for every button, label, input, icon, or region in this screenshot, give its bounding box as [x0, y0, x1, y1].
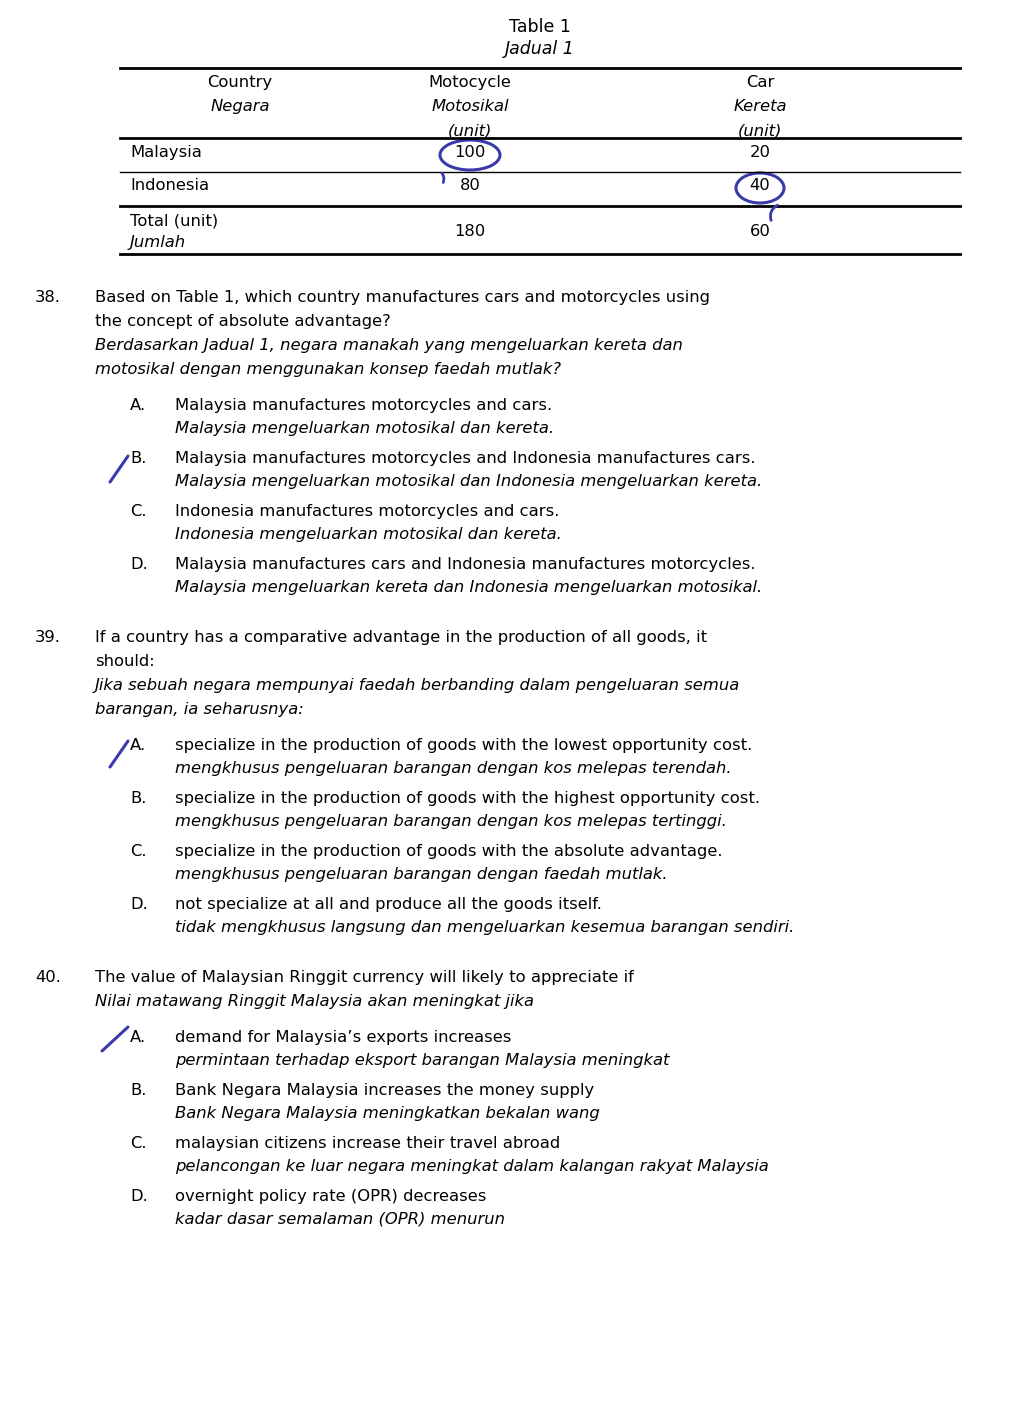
Text: A.: A. — [130, 738, 146, 754]
Text: D.: D. — [130, 557, 147, 572]
Text: Malaysia manufactures cars and Indonesia manufactures motorcycles.: Malaysia manufactures cars and Indonesia… — [175, 557, 756, 572]
Text: motosikal dengan menggunakan konsep faedah mutlak?: motosikal dengan menggunakan konsep faed… — [95, 363, 561, 377]
Text: Jumlah: Jumlah — [130, 235, 186, 250]
Text: demand for Malaysia’s exports increases: demand for Malaysia’s exports increases — [175, 1030, 512, 1045]
Text: Bank Negara Malaysia increases the money supply: Bank Negara Malaysia increases the money… — [175, 1084, 594, 1098]
Text: B.: B. — [130, 451, 146, 466]
Text: specialize in the production of goods with the lowest opportunity cost.: specialize in the production of goods wi… — [175, 738, 753, 754]
Text: Jadual 1: Jadual 1 — [505, 40, 575, 58]
Text: mengkhusus pengeluaran barangan dengan faedah mutlak.: mengkhusus pengeluaran barangan dengan f… — [175, 867, 667, 882]
Text: should:: should: — [95, 654, 155, 668]
Text: 38.: 38. — [35, 290, 61, 304]
Text: Based on Table 1, which country manufactures cars and motorcycles using: Based on Table 1, which country manufact… — [95, 290, 710, 304]
Text: Total (unit): Total (unit) — [130, 213, 219, 228]
Text: 40.: 40. — [35, 970, 61, 985]
Text: If a country has a comparative advantage in the production of all goods, it: If a country has a comparative advantage… — [95, 630, 707, 646]
Text: Indonesia manufactures motorcycles and cars.: Indonesia manufactures motorcycles and c… — [175, 503, 559, 519]
Text: overnight policy rate (OPR) decreases: overnight policy rate (OPR) decreases — [175, 1189, 486, 1204]
Text: Bank Negara Malaysia meningkatkan bekalan wang: Bank Negara Malaysia meningkatkan bekala… — [175, 1106, 600, 1121]
Text: Malaysia manufactures motorcycles and Indonesia manufactures cars.: Malaysia manufactures motorcycles and In… — [175, 451, 756, 466]
Text: A.: A. — [130, 1030, 146, 1045]
Text: specialize in the production of goods with the highest opportunity cost.: specialize in the production of goods wi… — [175, 791, 760, 806]
Text: C.: C. — [130, 503, 146, 519]
Text: Motosikal: Motosikal — [431, 100, 508, 114]
Text: Negara: Negara — [211, 100, 270, 114]
Text: The value of Malaysian Ringgit currency will likely to appreciate if: The value of Malaysian Ringgit currency … — [95, 970, 634, 985]
Text: 40: 40 — [750, 178, 770, 193]
Text: Table 1: Table 1 — [510, 18, 571, 36]
Text: malaysian citizens increase their travel abroad: malaysian citizens increase their travel… — [175, 1136, 560, 1150]
Text: Malaysia manufactures motorcycles and cars.: Malaysia manufactures motorcycles and ca… — [175, 398, 552, 412]
Text: Nilai matawang Ringgit Malaysia akan meningkat jika: Nilai matawang Ringgit Malaysia akan men… — [95, 994, 534, 1010]
Text: 60: 60 — [750, 225, 771, 239]
Text: 80: 80 — [460, 178, 480, 193]
Text: Indonesia mengeluarkan motosikal dan kereta.: Indonesia mengeluarkan motosikal dan ker… — [175, 528, 561, 542]
Text: Malaysia mengeluarkan motosikal dan Indonesia mengeluarkan kereta.: Malaysia mengeluarkan motosikal dan Indo… — [175, 474, 763, 489]
Text: Malaysia mengeluarkan kereta dan Indonesia mengeluarkan motosikal.: Malaysia mengeluarkan kereta dan Indones… — [175, 580, 763, 594]
Text: Country: Country — [207, 75, 273, 90]
Text: C.: C. — [130, 1136, 146, 1150]
Text: Berdasarkan Jadual 1, negara manakah yang mengeluarkan kereta dan: Berdasarkan Jadual 1, negara manakah yan… — [95, 338, 682, 353]
Text: kadar dasar semalaman (OPR) menurun: kadar dasar semalaman (OPR) menurun — [175, 1212, 505, 1227]
Text: Car: Car — [745, 75, 774, 90]
Text: D.: D. — [130, 897, 147, 912]
Text: mengkhusus pengeluaran barangan dengan kos melepas terendah.: mengkhusus pengeluaran barangan dengan k… — [175, 761, 731, 776]
Text: pelancongan ke luar negara meningkat dalam kalangan rakyat Malaysia: pelancongan ke luar negara meningkat dal… — [175, 1159, 769, 1175]
Text: Motocycle: Motocycle — [428, 75, 512, 90]
Text: Indonesia: Indonesia — [130, 178, 210, 193]
Text: permintaan terhadap eksport barangan Malaysia meningkat: permintaan terhadap eksport barangan Mal… — [175, 1054, 669, 1068]
Text: Malaysia: Malaysia — [130, 145, 202, 161]
Text: A.: A. — [130, 398, 146, 412]
Text: not specialize at all and produce all the goods itself.: not specialize at all and produce all th… — [175, 897, 602, 912]
Text: Jika sebuah negara mempunyai faedah berbanding dalam pengeluaran semua: Jika sebuah negara mempunyai faedah berb… — [95, 678, 740, 693]
Text: specialize in the production of goods with the absolute advantage.: specialize in the production of goods wi… — [175, 845, 722, 859]
Text: 180: 180 — [455, 225, 486, 239]
Text: (unit): (unit) — [737, 122, 782, 138]
Text: (unit): (unit) — [447, 122, 492, 138]
Text: 100: 100 — [455, 145, 486, 161]
Text: the concept of absolute advantage?: the concept of absolute advantage? — [95, 314, 391, 328]
Text: B.: B. — [130, 1084, 146, 1098]
Text: D.: D. — [130, 1189, 147, 1204]
Text: 20: 20 — [750, 145, 771, 161]
Text: tidak mengkhusus langsung dan mengeluarkan kesemua barangan sendiri.: tidak mengkhusus langsung dan mengeluark… — [175, 920, 794, 936]
Text: B.: B. — [130, 791, 146, 806]
Text: Kereta: Kereta — [733, 100, 787, 114]
Text: barangan, ia seharusnya:: barangan, ia seharusnya: — [95, 702, 304, 717]
Text: 39.: 39. — [35, 630, 61, 646]
Text: Malaysia mengeluarkan motosikal dan kereta.: Malaysia mengeluarkan motosikal dan kere… — [175, 421, 554, 437]
Text: C.: C. — [130, 845, 146, 859]
Text: mengkhusus pengeluaran barangan dengan kos melepas tertinggi.: mengkhusus pengeluaran barangan dengan k… — [175, 813, 727, 829]
